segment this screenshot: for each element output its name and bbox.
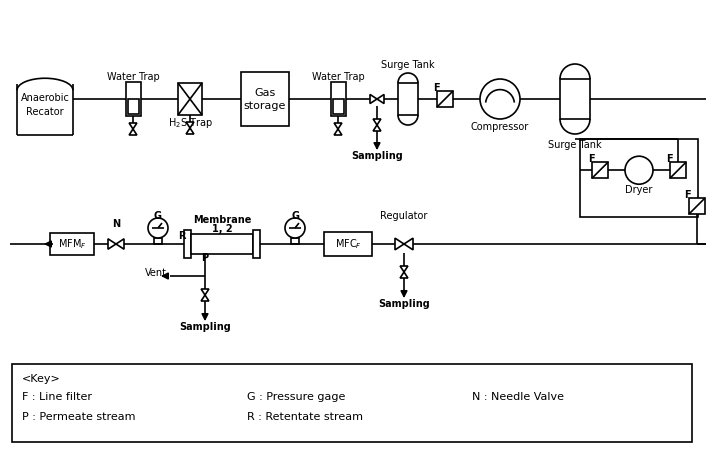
Polygon shape xyxy=(186,122,194,128)
Polygon shape xyxy=(395,238,404,250)
Text: Membrane: Membrane xyxy=(193,215,251,225)
Text: Regulator: Regulator xyxy=(381,211,428,221)
Bar xyxy=(253,230,260,258)
Polygon shape xyxy=(370,94,377,104)
Text: H$_2$S Trap: H$_2$S Trap xyxy=(167,116,213,130)
Polygon shape xyxy=(400,272,408,278)
Bar xyxy=(670,162,686,178)
Text: G : Pressure gage: G : Pressure gage xyxy=(247,392,345,402)
Text: G: G xyxy=(291,211,299,221)
Text: F: F xyxy=(587,154,594,164)
Polygon shape xyxy=(129,129,137,135)
Text: N: N xyxy=(112,219,120,229)
Text: Sampling: Sampling xyxy=(378,299,430,309)
Text: Water Trap: Water Trap xyxy=(107,72,160,82)
Text: F: F xyxy=(666,154,672,164)
Circle shape xyxy=(285,218,305,238)
Bar xyxy=(330,82,345,116)
Text: P: P xyxy=(201,253,208,263)
Text: MFM$_F$: MFM$_F$ xyxy=(58,237,86,251)
Bar xyxy=(580,139,698,217)
Text: F: F xyxy=(433,83,439,93)
Bar xyxy=(126,82,140,116)
Text: G: G xyxy=(154,211,162,221)
Text: N : Needle Valve: N : Needle Valve xyxy=(472,392,564,402)
Text: Gas: Gas xyxy=(254,88,275,98)
Text: storage: storage xyxy=(244,101,286,111)
Bar xyxy=(560,79,590,119)
Text: Vent: Vent xyxy=(145,268,167,278)
Text: Recator: Recator xyxy=(26,107,64,117)
Circle shape xyxy=(480,79,520,119)
Polygon shape xyxy=(186,128,194,134)
Polygon shape xyxy=(373,125,381,131)
Polygon shape xyxy=(404,238,413,250)
Polygon shape xyxy=(400,266,408,272)
Text: Water Trap: Water Trap xyxy=(311,72,364,82)
Bar xyxy=(689,198,705,214)
Bar xyxy=(324,232,372,256)
Bar xyxy=(184,230,191,258)
Bar xyxy=(12,364,692,442)
Bar xyxy=(241,72,289,126)
Polygon shape xyxy=(201,295,209,301)
Text: Compressor: Compressor xyxy=(471,122,529,132)
Polygon shape xyxy=(116,239,124,249)
Bar xyxy=(178,83,202,115)
Bar xyxy=(154,238,162,244)
Text: MFC$_F$: MFC$_F$ xyxy=(335,237,361,251)
Text: Sampling: Sampling xyxy=(179,322,231,332)
Text: Sampling: Sampling xyxy=(351,151,403,161)
Bar xyxy=(437,91,453,107)
Polygon shape xyxy=(334,129,342,135)
Text: R: R xyxy=(178,231,186,241)
Circle shape xyxy=(148,218,168,238)
Text: Surge Tank: Surge Tank xyxy=(548,140,602,150)
Bar xyxy=(398,83,418,115)
Text: F: F xyxy=(683,190,690,200)
Polygon shape xyxy=(108,239,116,249)
Polygon shape xyxy=(377,94,384,104)
Text: R : Retentate stream: R : Retentate stream xyxy=(247,412,363,422)
Polygon shape xyxy=(201,289,209,295)
Text: <Key>: <Key> xyxy=(22,374,61,384)
Text: Dryer: Dryer xyxy=(626,185,652,195)
Polygon shape xyxy=(373,119,381,125)
Bar xyxy=(291,238,299,244)
Text: P : Permeate stream: P : Permeate stream xyxy=(22,412,136,422)
Polygon shape xyxy=(129,123,137,129)
Text: 1, 2: 1, 2 xyxy=(212,224,232,234)
Bar xyxy=(50,233,94,255)
Polygon shape xyxy=(334,123,342,129)
Bar xyxy=(191,234,253,254)
Bar xyxy=(128,99,138,114)
Bar xyxy=(333,99,344,114)
Bar xyxy=(592,162,608,178)
Text: F : Line filter: F : Line filter xyxy=(22,392,92,402)
Circle shape xyxy=(625,156,653,184)
Text: Anaerobic: Anaerobic xyxy=(20,93,69,103)
Text: Surge Tank: Surge Tank xyxy=(381,60,435,70)
